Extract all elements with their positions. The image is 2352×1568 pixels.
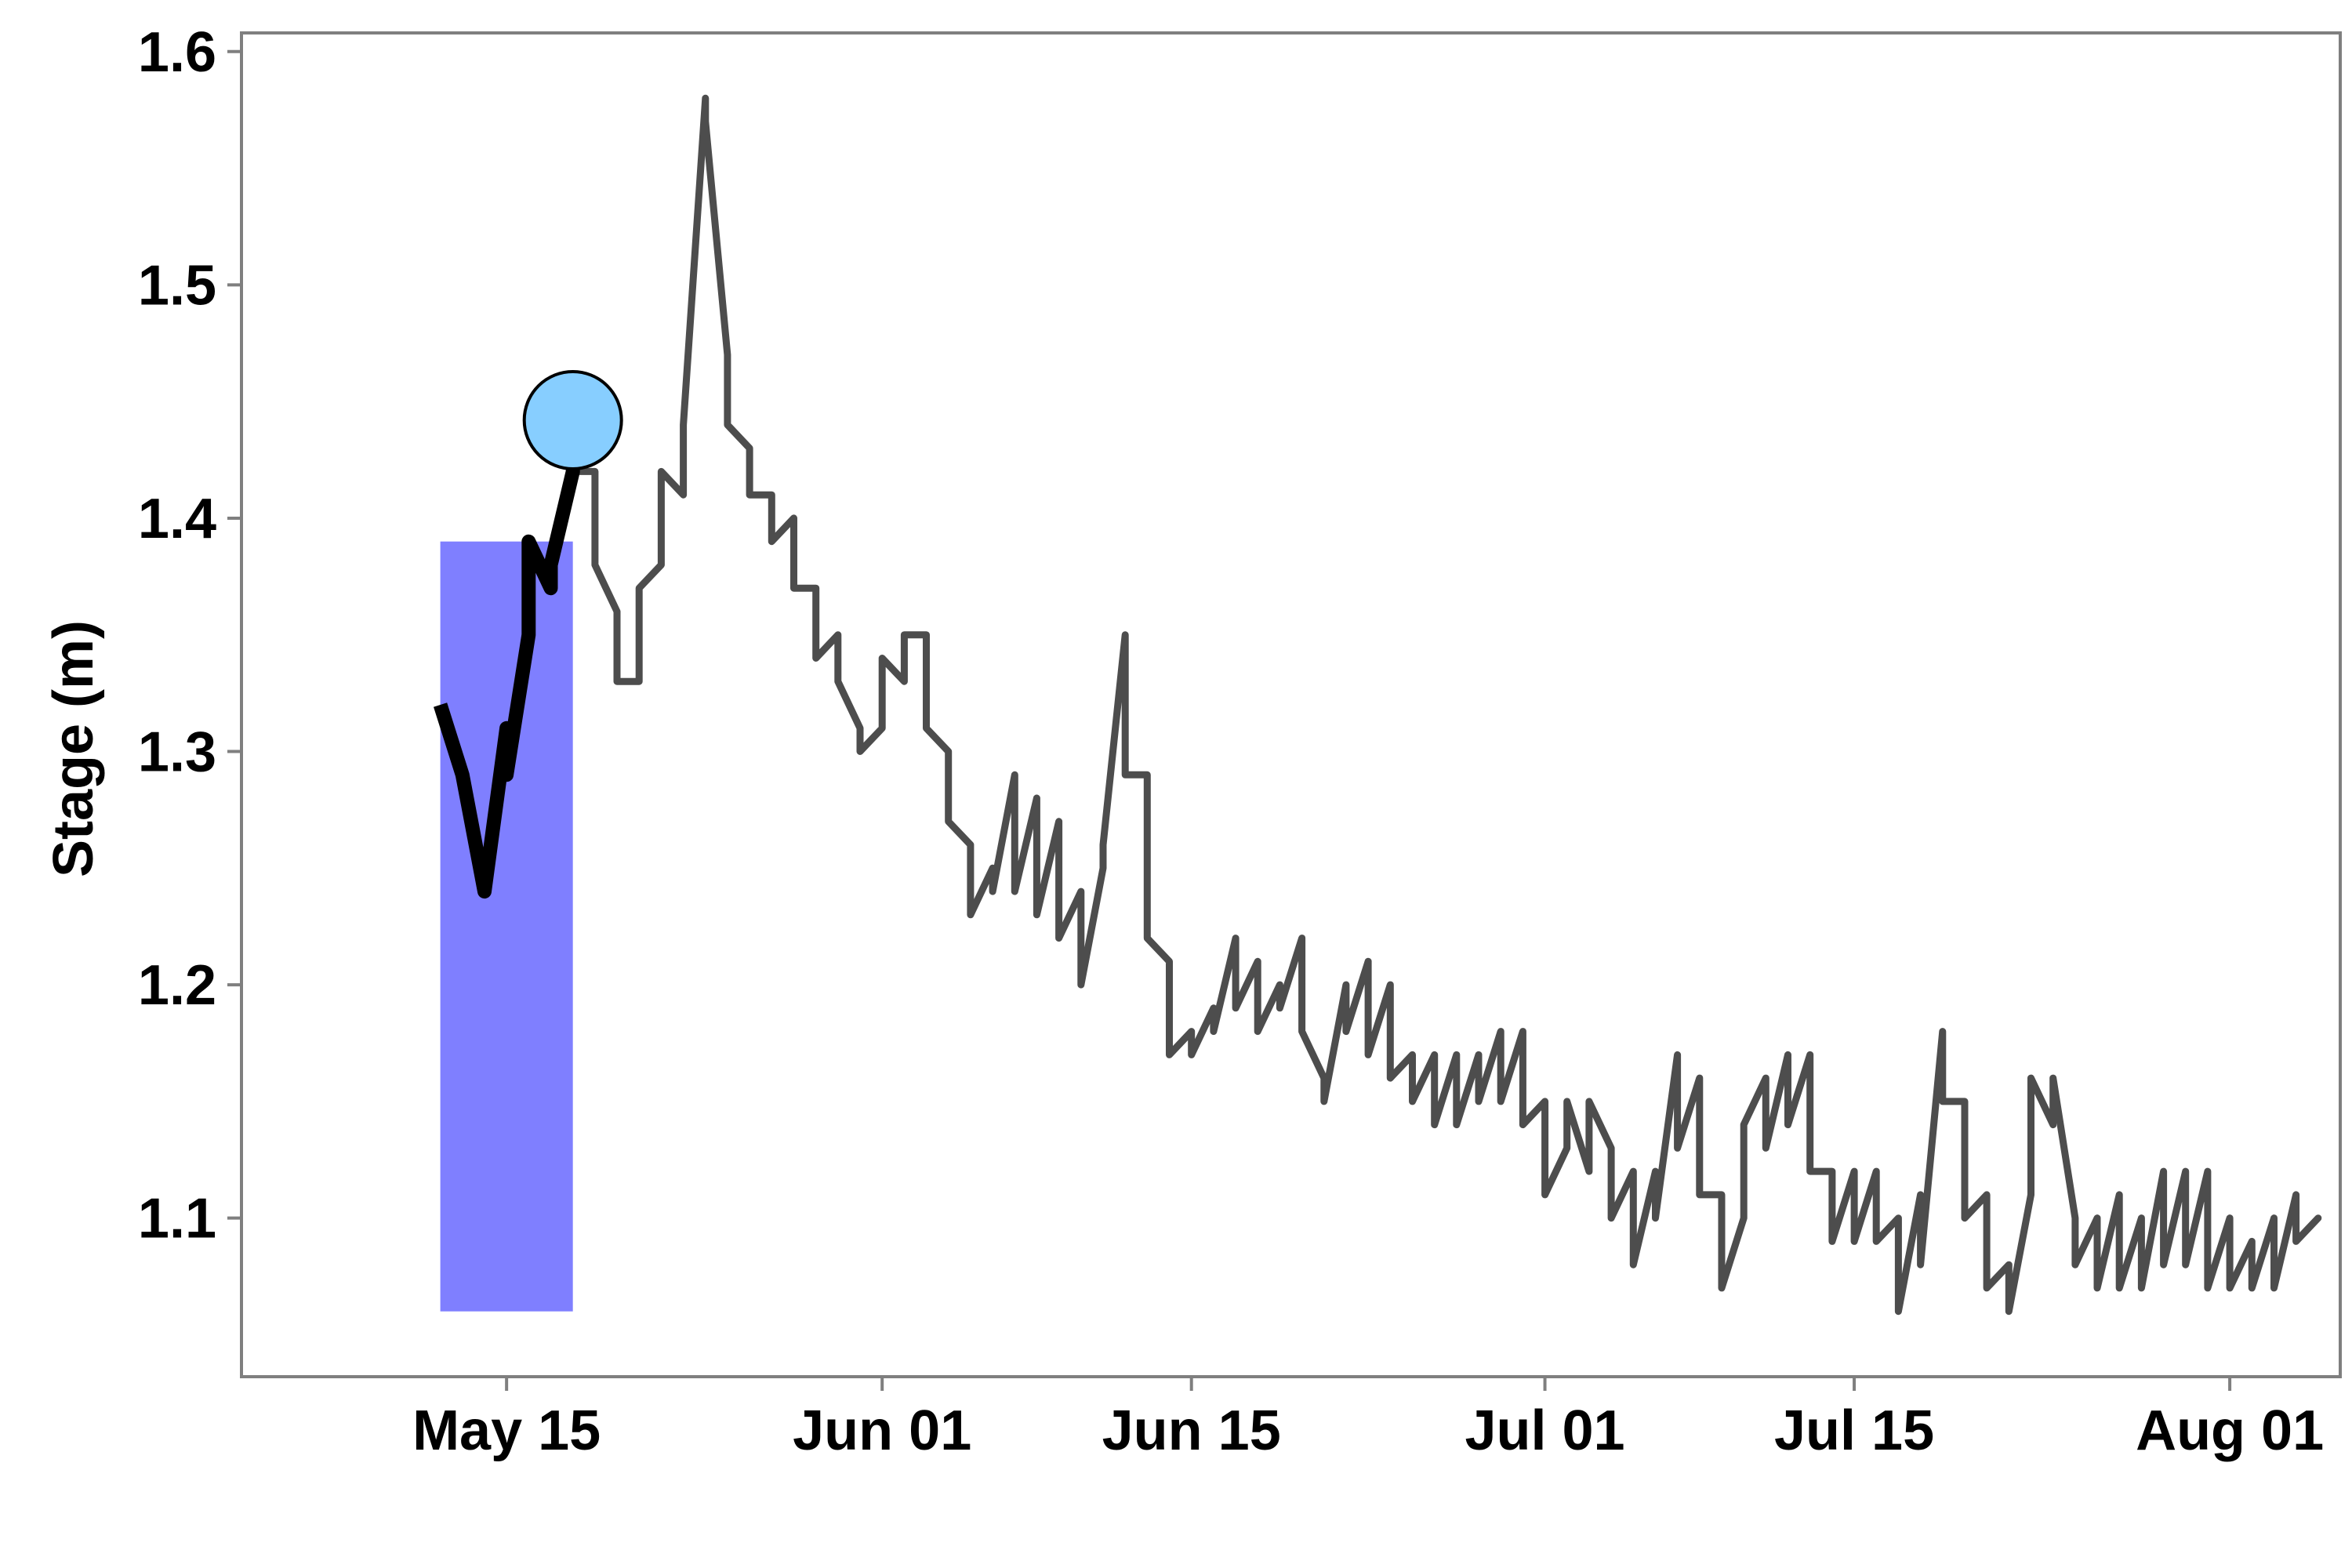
y-tick-label: 1.4: [138, 488, 216, 550]
y-tick-label: 1.3: [138, 721, 216, 784]
y-tick-label: 1.5: [138, 254, 216, 317]
shaded-window: [440, 541, 573, 1312]
panel-border: [240, 31, 2342, 1378]
x-tick-label: Jun 15: [1102, 1399, 1281, 1462]
y-tick-label: 1.2: [138, 954, 216, 1017]
y-axis-title: Stage (m): [42, 620, 105, 877]
plot-area: [434, 94, 2322, 1316]
x-axis: May 15 Jun 01 Jun 15 Jul 01 Jul 15 Aug 01: [412, 1377, 2324, 1462]
x-tick-label: Aug 01: [2136, 1399, 2324, 1462]
stage-series-line: [569, 94, 2322, 1316]
event-marker: [522, 369, 623, 470]
highlight-series-line: [434, 424, 580, 899]
y-tick-label: 1.6: [138, 21, 216, 84]
x-tick-label: Jul 15: [1774, 1399, 1934, 1462]
x-tick-label: May 15: [412, 1399, 601, 1462]
x-tick-label: Jun 01: [793, 1399, 971, 1462]
y-axis: 1.1 1.2 1.3 1.4 1.5 1.6: [138, 21, 241, 1250]
y-tick-label: 1.1: [138, 1188, 216, 1250]
x-tick-label: Jul 01: [1465, 1399, 1624, 1462]
